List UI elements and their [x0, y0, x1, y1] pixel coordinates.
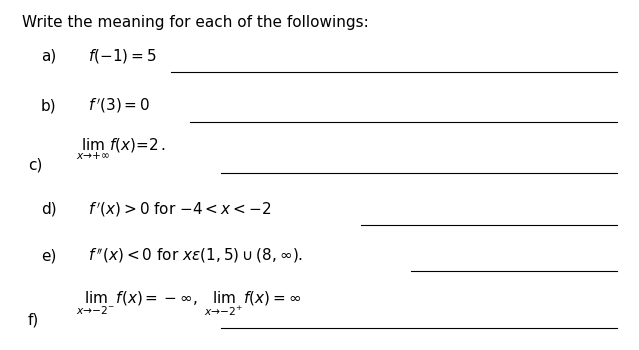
Text: f): f) [28, 313, 40, 328]
Text: $f(-1) = 5$: $f(-1) = 5$ [88, 47, 157, 65]
Text: c): c) [28, 157, 42, 172]
Text: $\lim_{x \to +\infty} f(x) = 2\,.$: $\lim_{x \to +\infty} f(x) = 2\,.$ [75, 136, 166, 162]
Text: a): a) [41, 49, 56, 64]
Text: d): d) [41, 202, 56, 217]
Text: $f\,''(x) < 0$ for $x\varepsilon(1,5)\cup(8,\infty)$.: $f\,''(x) < 0$ for $x\varepsilon(1,5)\cu… [88, 247, 304, 265]
Text: $\lim_{x \to -2^-} f(x) = -\infty,\;\lim_{x \to -2^+} f(x) = \infty$: $\lim_{x \to -2^-} f(x) = -\infty,\;\lim… [75, 290, 301, 318]
Text: Write the meaning for each of the followings:: Write the meaning for each of the follow… [22, 15, 369, 30]
Text: b): b) [41, 99, 56, 114]
Text: $f\,'(x) > 0$ for $-4 < x < -2$: $f\,'(x) > 0$ for $-4 < x < -2$ [88, 200, 272, 219]
Text: e): e) [41, 248, 56, 264]
Text: $f\,'(3) = 0$: $f\,'(3) = 0$ [88, 97, 151, 116]
